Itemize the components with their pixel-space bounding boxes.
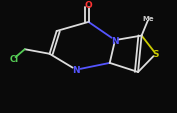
Text: N: N: [72, 66, 80, 75]
Text: N: N: [111, 36, 119, 45]
Text: Me: Me: [143, 16, 155, 22]
Text: S: S: [153, 50, 159, 59]
Text: Cl: Cl: [10, 54, 19, 63]
Text: O: O: [85, 1, 92, 10]
